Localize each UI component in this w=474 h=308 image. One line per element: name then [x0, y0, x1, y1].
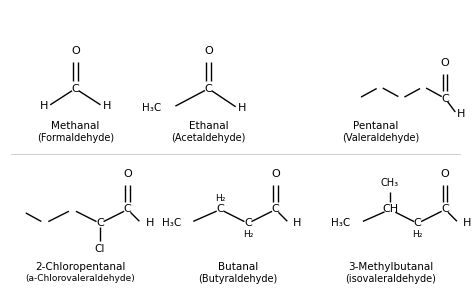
Text: (Butyraldehyde): (Butyraldehyde) — [199, 274, 278, 284]
Text: H₃C: H₃C — [162, 218, 181, 228]
Text: (a-Chlorovaleraldehyde): (a-Chlorovaleraldehyde) — [26, 274, 135, 283]
Text: 2-Chloropentanal: 2-Chloropentanal — [35, 262, 126, 272]
Text: O: O — [441, 58, 450, 68]
Text: Pentanal: Pentanal — [354, 121, 399, 131]
Text: H: H — [463, 218, 471, 228]
Text: C: C — [205, 83, 212, 94]
Text: C: C — [414, 218, 421, 228]
Text: O: O — [123, 169, 132, 179]
Text: (isovaleraldehyde): (isovaleraldehyde) — [346, 274, 437, 284]
Text: C: C — [441, 205, 449, 214]
Text: Ethanal: Ethanal — [189, 121, 228, 131]
Text: C: C — [124, 205, 131, 214]
Text: H: H — [238, 103, 246, 113]
Text: H₂: H₂ — [215, 194, 226, 203]
Text: H: H — [103, 101, 111, 111]
Text: H: H — [40, 101, 48, 111]
Text: (Acetaldehyde): (Acetaldehyde) — [171, 133, 246, 143]
Text: Methanal: Methanal — [51, 121, 100, 131]
Text: H: H — [457, 109, 465, 120]
Text: C: C — [272, 205, 280, 214]
Text: O: O — [71, 46, 80, 56]
Text: Butanal: Butanal — [218, 262, 258, 272]
Text: O: O — [441, 169, 450, 179]
Text: H₂: H₂ — [243, 230, 253, 239]
Text: H: H — [293, 218, 302, 228]
Text: Cl: Cl — [95, 244, 105, 254]
Text: CH₃: CH₃ — [381, 178, 399, 188]
Text: O: O — [271, 169, 280, 179]
Text: C: C — [72, 83, 79, 94]
Text: CH: CH — [382, 205, 398, 214]
Text: C: C — [441, 94, 449, 103]
Text: C: C — [96, 218, 104, 228]
Text: C: C — [244, 218, 252, 228]
Text: H₂: H₂ — [412, 230, 423, 239]
Text: O: O — [204, 46, 213, 56]
Text: (Formaldehyde): (Formaldehyde) — [37, 133, 114, 143]
Text: C: C — [217, 205, 224, 214]
Text: H₃C: H₃C — [331, 218, 351, 228]
Text: H: H — [146, 218, 154, 228]
Text: 3-Methylbutanal: 3-Methylbutanal — [348, 262, 434, 272]
Text: H₃C: H₃C — [142, 103, 161, 113]
Text: (Valeraldehyde): (Valeraldehyde) — [343, 133, 420, 143]
